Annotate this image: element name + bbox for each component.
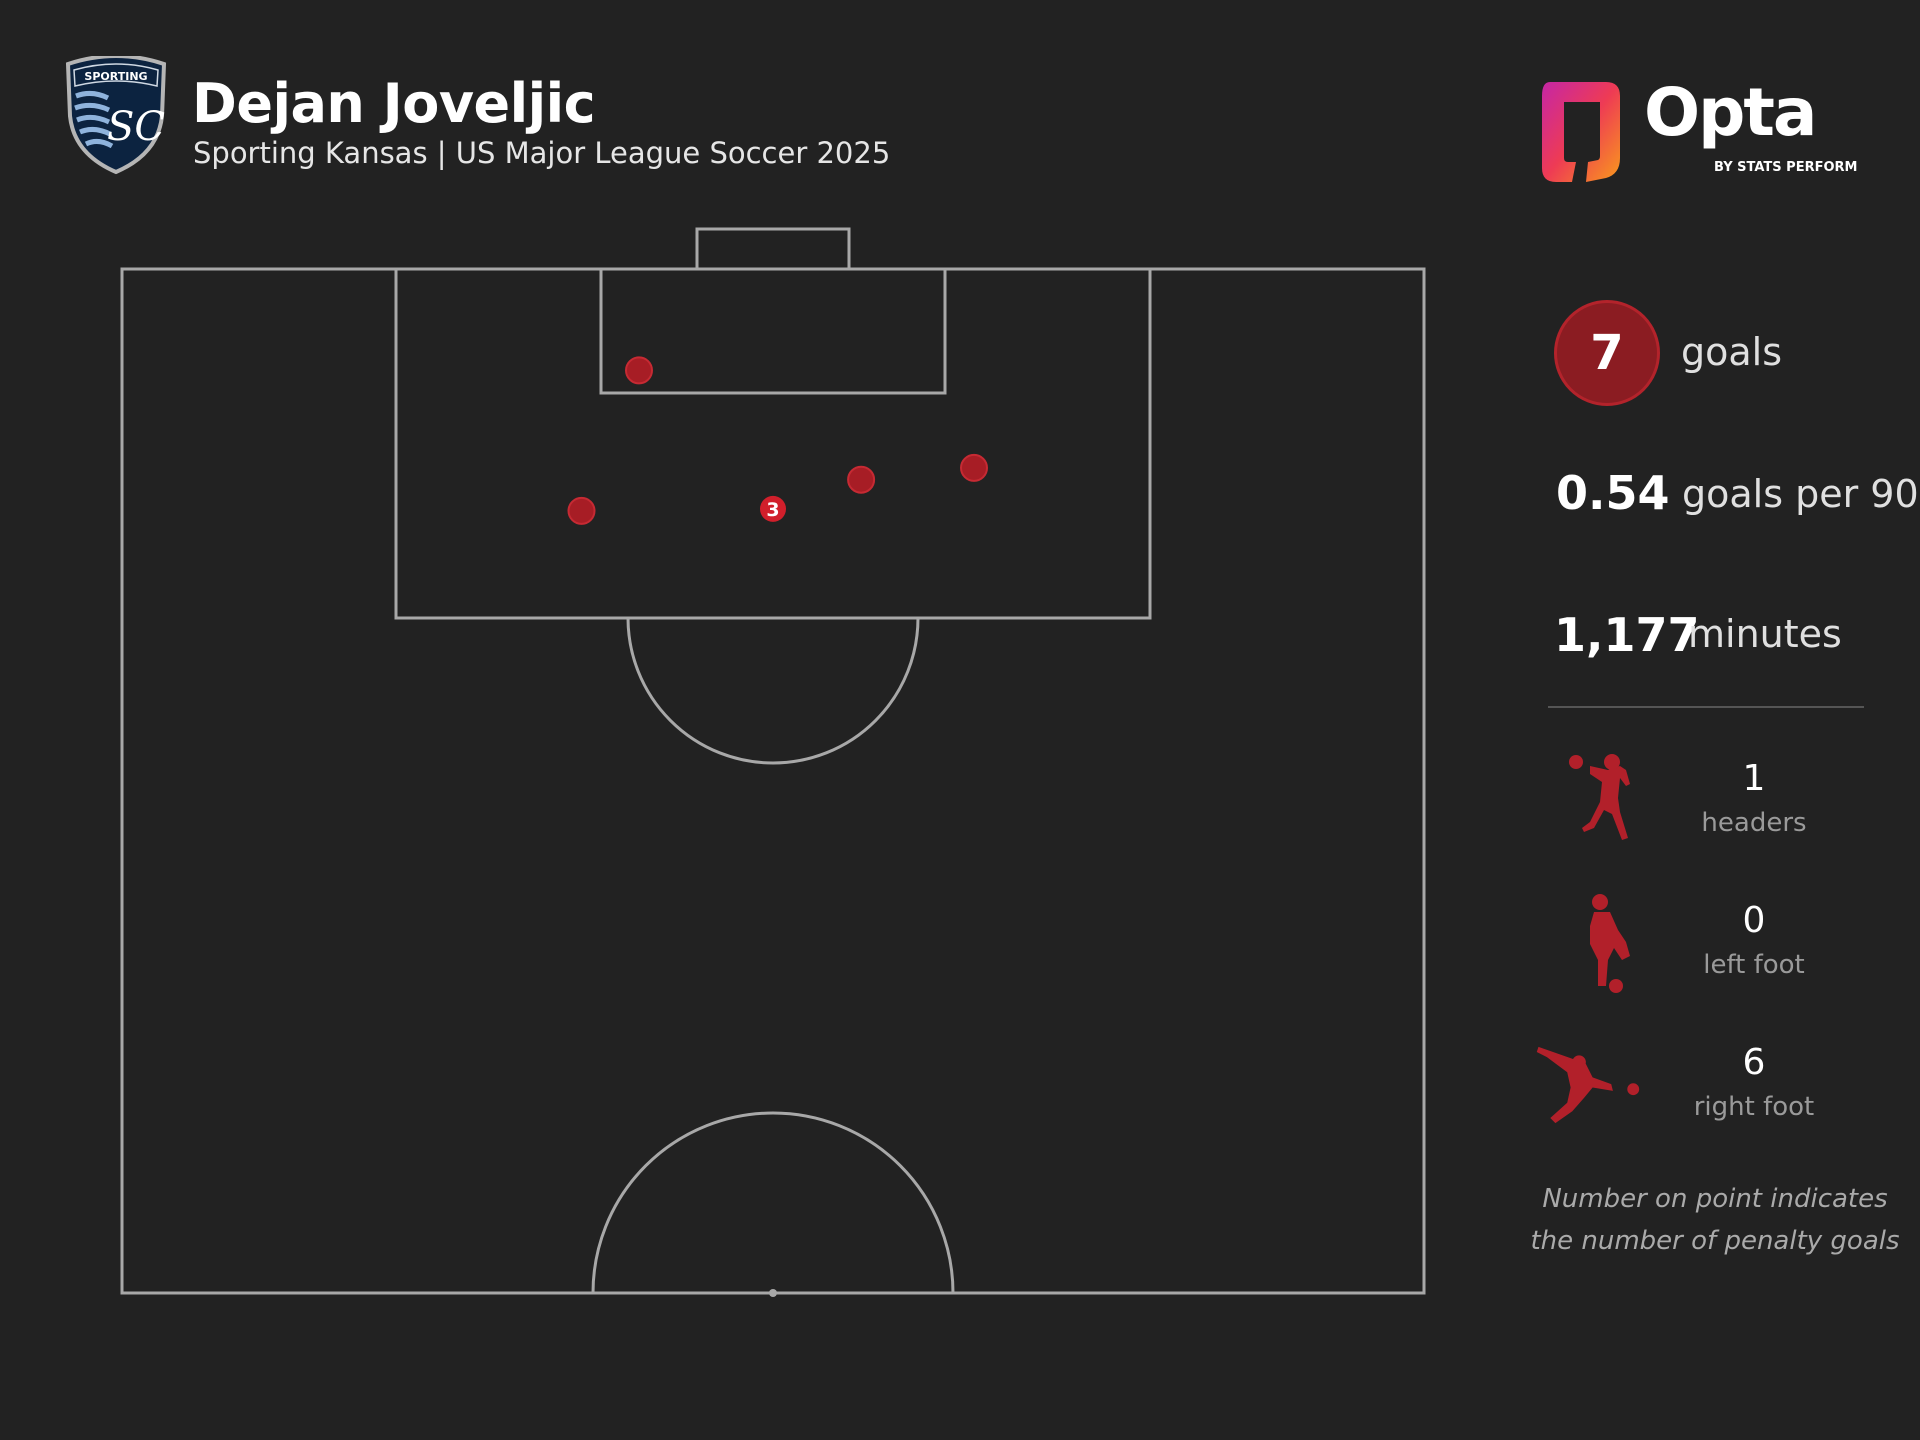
six-yard-box	[599, 267, 947, 395]
player-name: Dejan Joveljic	[192, 72, 596, 135]
goals-label: goals	[1681, 330, 1783, 374]
goal-points: 3	[567, 356, 988, 525]
headers-label: headers	[1701, 808, 1807, 838]
left-foot-player-icon	[1590, 894, 1630, 993]
opta-mark-icon	[1542, 82, 1620, 182]
goal-point	[625, 356, 653, 385]
right-foot-value: 6	[1742, 1042, 1766, 1083]
penalty-arc	[626, 617, 920, 765]
goals-per-90-label: goals per 90	[1682, 472, 1919, 516]
player-subtitle: Sporting Kansas | US Major League Soccer…	[193, 136, 891, 170]
footnote-line-1: Number on point indicates	[1542, 1184, 1888, 1214]
stats-panel: 7 goals 0.54 goals per 90 1,177 minutes …	[1530, 290, 1919, 1290]
left-foot-label: left foot	[1703, 950, 1805, 980]
shot-map-chart: 3	[120, 227, 1426, 1297]
goal-point	[567, 496, 596, 525]
penalty-goal-count-label: 3	[766, 499, 779, 521]
goals-badge: 7	[1554, 300, 1660, 406]
opta-wordmark: Opta	[1644, 74, 1817, 151]
right-foot-label: right foot	[1693, 1092, 1815, 1122]
club-crest-monogram: SC	[107, 104, 165, 150]
goal-point	[847, 465, 876, 494]
divider	[1548, 706, 1864, 708]
pitch-lines	[120, 227, 1426, 1295]
goal	[695, 227, 851, 271]
header: SPORTING SC Dejan Joveljic Sporting Kans…	[62, 56, 962, 186]
penalty-goal-point	[760, 495, 786, 522]
left-foot-value: 0	[1742, 900, 1766, 941]
pitch-boundary	[120, 267, 1426, 1295]
headers-value: 1	[1742, 758, 1766, 799]
goal-point	[960, 453, 988, 482]
footnote-line-2: the number of penalty goals	[1530, 1226, 1900, 1256]
opta-logo: Opta BY STATS PERFORM	[1536, 74, 1858, 186]
right-foot-player-icon	[1536, 1046, 1640, 1124]
opta-byline: BY STATS PERFORM	[1714, 160, 1858, 175]
minutes-label: minutes	[1688, 612, 1842, 656]
header-player-icon	[1569, 754, 1630, 840]
goals-per-90-value: 0.54	[1556, 466, 1670, 520]
centre-spot	[769, 1289, 777, 1297]
centre-circle	[591, 1111, 955, 1294]
minutes-value: 1,177	[1554, 608, 1700, 662]
penalty-area	[394, 267, 1152, 620]
club-crest-word: SPORTING	[84, 70, 147, 83]
club-crest-icon: SPORTING SC	[65, 56, 167, 175]
